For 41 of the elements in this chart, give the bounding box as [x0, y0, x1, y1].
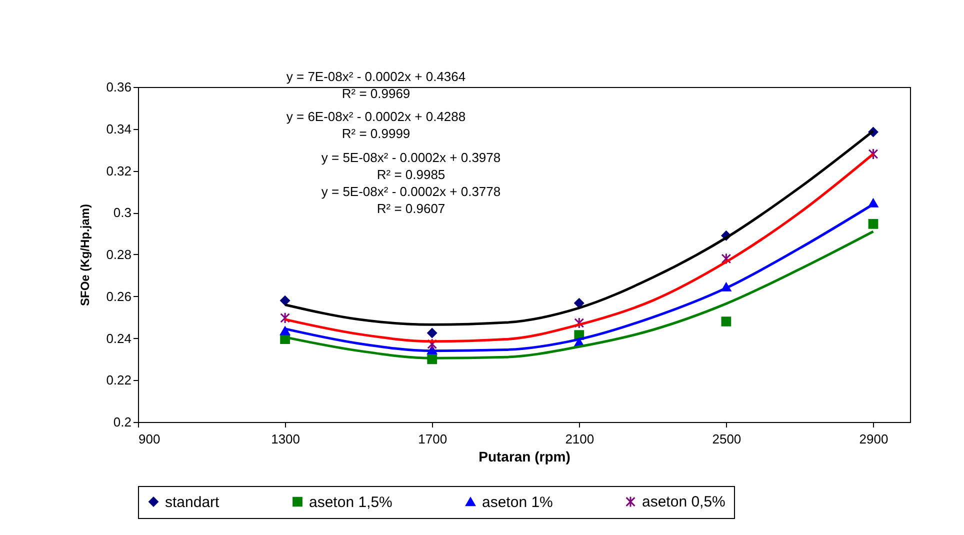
y-axis-title: SFOe (Kg/Hp.jam) — [78, 204, 92, 306]
y-tick-label: 0.24 — [106, 330, 132, 346]
point — [574, 317, 584, 329]
x-tick-label: 1700 — [418, 432, 448, 446]
point — [721, 316, 732, 326]
annotation: R² = 0.9607 — [376, 201, 446, 216]
point — [868, 219, 878, 229]
y-tick-label: 0.34 — [106, 121, 132, 136]
point — [868, 148, 878, 160]
y-tick-label: 0.36 — [106, 80, 132, 94]
annotation: y = 5E-08x² - 0.0002x + 0.3978 — [321, 150, 501, 165]
annotation: y = 5E-08x² - 0.0002x + 0.3778 — [321, 184, 501, 199]
legend-label: aseton 0,5% — [642, 494, 726, 511]
point — [574, 298, 584, 308]
x-tick-label: 1300 — [271, 432, 300, 446]
y-tick-label: 0.3 — [113, 205, 132, 220]
x-tick-label: 900 — [138, 432, 160, 446]
point — [427, 338, 438, 350]
annotation: y = 6E-08x² - 0.0002x + 0.4288 — [286, 109, 466, 124]
x-tick-label: 2900 — [859, 432, 888, 446]
legend-label: aseton 1% — [482, 494, 553, 511]
x-tick-label: 2100 — [565, 432, 594, 446]
point — [280, 296, 290, 306]
y-tick-label: 0.2 — [113, 414, 132, 430]
point — [427, 328, 438, 338]
point — [721, 252, 732, 264]
annotation: R² = 0.9999 — [342, 126, 410, 141]
text: y = 7E-08x² - 0.0002x + 0.4364 — [286, 69, 466, 84]
point — [280, 312, 290, 324]
annotation: R² = 0.9969 — [342, 86, 410, 101]
legend-label: aseton 1,5% — [309, 494, 392, 511]
annotation: R² = 0.9985 — [376, 167, 446, 182]
y-tick-label: 0.32 — [106, 163, 132, 178]
legend-label: standart — [165, 494, 220, 511]
line-series — [284, 152, 874, 343]
y-tick-label: 0.28 — [106, 247, 132, 262]
x-axis-title: Putaran (rpm) — [478, 448, 570, 464]
point — [280, 326, 290, 336]
y-tick-label: 0.26 — [106, 288, 132, 304]
y-tick-label: 0.22 — [106, 372, 132, 388]
x-tick-label: 2500 — [712, 432, 742, 446]
